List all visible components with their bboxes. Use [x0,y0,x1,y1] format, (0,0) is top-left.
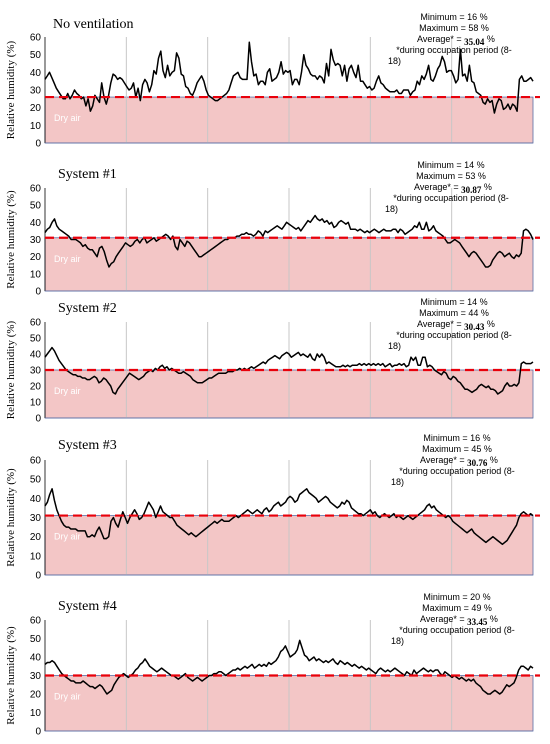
y-tick-label: 30 [30,235,42,246]
humidity-series-line [44,488,534,546]
y-tick-label: 20 [30,252,42,263]
humidity-series-line [44,41,534,114]
y-tick-label: 40 [30,218,42,229]
stats-annotation: Minimum = 14 %Maximum = 53 %Average* = 3… [385,160,509,214]
y-tick-label: 0 [35,287,41,298]
stats-annotation: Minimum = 20 %Maximum = 49 %Average* = 3… [391,592,515,646]
chart-title: System #1 [58,167,117,182]
stat-maximum: Maximum = 49 % [422,603,492,613]
humidity-series-line [44,214,534,268]
humidity-series-line [44,639,534,695]
stat-maximum: Maximum = 45 % [422,444,492,454]
chart-panel-2: 0 10 20 30 40 50 60 Relative humidity (%) Dry ai… [5,160,540,298]
stat-minimum: Minimum = 20 % [423,592,490,602]
y-tick-label: 10 [30,121,42,132]
y-tick-label: 40 [30,68,42,79]
stat-maximum: Maximum = 53 % [416,171,486,181]
stat-minimum: Minimum = 16 % [423,433,490,443]
y-tick-label: 50 [30,201,42,212]
stat-minimum: Minimum = 14 % [417,160,484,170]
y-tick-label: 20 [30,103,42,114]
y-tick-label: 20 [30,382,42,393]
stat-minimum: Minimum = 16 % [420,12,487,22]
y-tick-label: 60 [30,184,42,195]
stat-average: Average* = 30.76 % [420,455,498,468]
stat-average: Average* = 30.43 % [417,319,495,332]
stat-maximum: Maximum = 44 % [419,308,489,318]
y-tick-label: 50 [30,334,42,345]
y-tick-label: 60 [30,33,42,44]
y-axis-title: Relative humidity (%) [5,320,17,419]
y-tick-label: 30 [30,513,42,524]
y-tick-label: 40 [30,653,42,664]
y-tick-label: 10 [30,551,42,562]
dry-air-label: Dry air [54,113,81,123]
stat-note-cont: 18) [388,56,401,66]
y-tick-label: 10 [30,708,42,719]
y-tick-label: 50 [30,475,42,486]
y-tick-label: 10 [30,269,42,280]
stat-average: Average* = 33.45 % [420,614,498,627]
stat-note: *during occupation period (8- [393,193,509,203]
stat-average: Average* = 30.87 % [414,182,492,195]
y-tick-label: 40 [30,494,42,505]
stat-note-cont: 18) [391,636,404,646]
stats-annotation: Minimum = 16 %Maximum = 45 %Average* = 3… [391,433,515,487]
y-tick-label: 40 [30,350,42,361]
y-tick-label: 50 [30,50,42,61]
y-tick-label: 20 [30,690,42,701]
chart-title: System #3 [58,438,117,453]
dry-air-label: Dry air [54,532,81,542]
stat-note: *during occupation period (8- [396,45,512,55]
stats-annotation: Minimum = 16 %Maximum = 58 %Average* = 3… [388,12,512,66]
stat-average: Average* = 35.04 % [417,34,495,47]
stat-note: *during occupation period (8- [399,625,515,635]
y-tick-label: 0 [35,414,41,425]
chart-panel-4: 0 10 20 30 40 50 60 Relative humidity (%) Dry ai… [5,433,540,582]
y-tick-label: 0 [35,727,41,738]
stat-note: *during occupation period (8- [399,466,515,476]
chart-panel-3: 0 10 20 30 40 50 60 Relative humidity (%) Dry ai… [5,297,540,425]
stat-note-cont: 18) [385,204,398,214]
y-axis-title: Relative humidity (%) [5,40,17,139]
y-tick-label: 30 [30,671,42,682]
chart-title: No ventilation [53,17,134,32]
y-tick-label: 10 [30,398,42,409]
y-axis-title: Relative humidity (%) [5,190,17,289]
stat-maximum: Maximum = 58 % [419,23,489,33]
y-tick-label: 30 [30,86,42,97]
y-axis-title: Relative humidity (%) [5,468,17,567]
stat-note-cont: 18) [388,341,401,351]
stat-note-cont: 18) [391,477,404,487]
dry-air-label: Dry air [54,692,81,702]
y-axis-title: Relative humidity (%) [5,626,17,725]
y-tick-label: 50 [30,634,42,645]
y-tick-label: 0 [35,139,41,150]
dry-air-label: Dry air [54,386,81,396]
y-tick-label: 60 [30,456,42,467]
stats-annotation: Minimum = 14 %Maximum = 44 %Average* = 3… [388,297,512,351]
y-tick-label: 20 [30,532,42,543]
y-tick-label: 60 [30,318,42,329]
stat-note: *during occupation period (8- [396,330,512,340]
chart-title: System #4 [58,599,117,614]
y-tick-label: 0 [35,571,41,582]
y-tick-label: 60 [30,616,42,627]
chart-panel-5: 0 10 20 30 40 50 60 Relative humidity (%) Dry ai… [5,592,540,738]
stat-minimum: Minimum = 14 % [420,297,487,307]
humidity-series-line [44,346,534,395]
chart-title: System #2 [58,301,117,316]
dry-air-label: Dry air [54,254,81,264]
y-tick-label: 30 [30,366,42,377]
chart-panel-1: 0 10 20 30 40 50 60 Relative humidity (%) Dry ai… [5,12,540,150]
